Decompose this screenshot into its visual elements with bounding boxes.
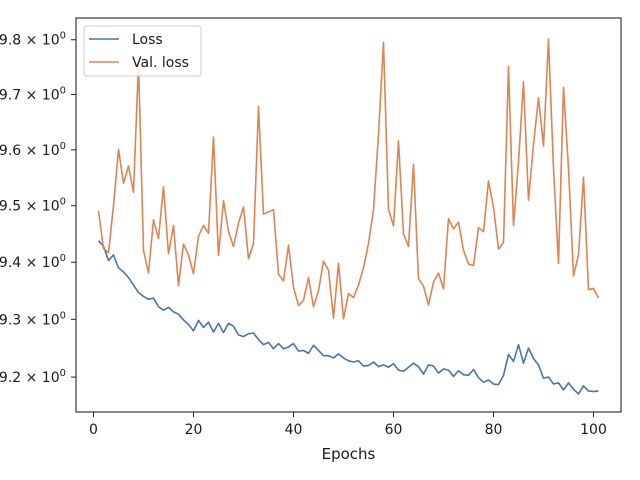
- series-layer: [97, 38, 600, 395]
- plot-background: [76, 18, 621, 412]
- x-tick-label: 40: [285, 422, 303, 438]
- y-tick-label: 9.8 × 100: [0, 31, 66, 49]
- y-tick-label: 9.3 × 100: [0, 310, 66, 328]
- x-axis: 0 20 40 60 80 100: [89, 412, 607, 438]
- x-tick-label: 60: [385, 422, 403, 438]
- plot-frame: [75, 17, 622, 413]
- x-tick-label: 0: [89, 422, 98, 438]
- x-tick-label: 20: [185, 422, 203, 438]
- y-tick-label: 9.6 × 100: [0, 141, 66, 159]
- y-tick-label: 9.5 × 100: [0, 197, 66, 215]
- y-tick-label: 9.7 × 100: [0, 86, 66, 104]
- legend-label-loss: Loss: [132, 32, 163, 48]
- x-tick-label: 100: [580, 422, 607, 438]
- series-line-loss: [97, 240, 599, 395]
- x-tick-label: 80: [485, 422, 503, 438]
- legend: Loss Val. loss: [83, 25, 202, 77]
- y-tick-label: 9.2 × 100: [0, 368, 66, 386]
- series-line-val-loss: [97, 38, 600, 320]
- y-tick-label: 9.4 × 100: [0, 253, 66, 271]
- x-axis-label: Epochs: [322, 445, 376, 463]
- y-axis: 9.2 × 100 9.3 × 100 9.4 × 100 9.5 × 100 9.6 …: [0, 31, 76, 386]
- legend-label-val-loss: Val. loss: [132, 55, 189, 71]
